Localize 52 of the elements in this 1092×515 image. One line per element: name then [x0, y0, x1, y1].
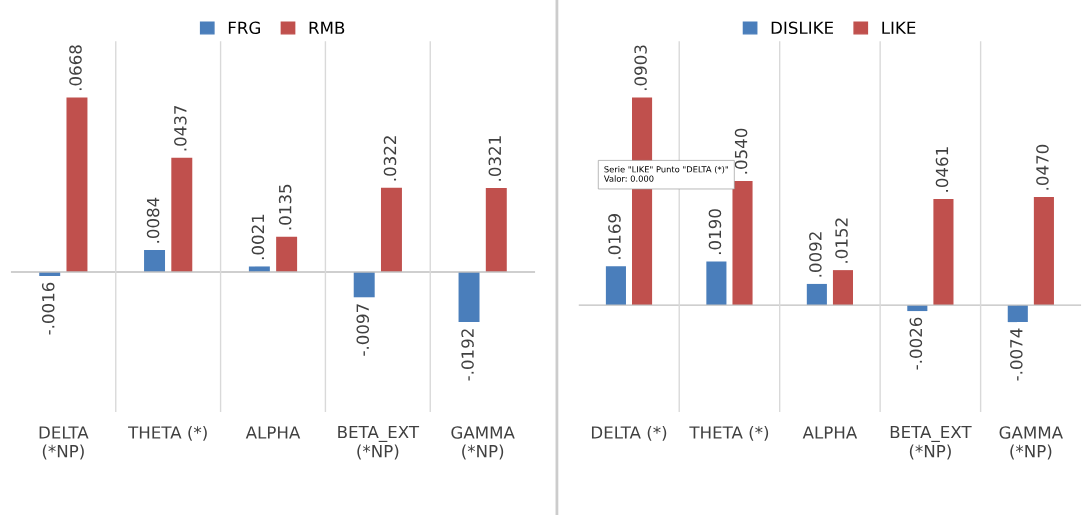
legend-label: DISLIKE	[771, 21, 834, 35]
bar	[248, 266, 270, 272]
bar	[380, 187, 402, 272]
data-label: .0021	[251, 214, 265, 260]
bar	[806, 283, 827, 306]
bar	[933, 199, 954, 306]
x-tick-label: DELTA (*)	[591, 425, 667, 441]
x-tick-label: GAMMA (*NP)	[999, 426, 1063, 460]
bar	[732, 180, 753, 306]
x-tick-label: ALPHA	[245, 426, 301, 439]
bar	[144, 249, 166, 272]
data-label: .0470	[1036, 144, 1049, 190]
bar	[605, 266, 626, 306]
data-label: -.0192	[461, 329, 474, 381]
data-label: .0152	[835, 218, 848, 263]
x-tick-label: GAMMA (*NP)	[451, 426, 515, 460]
bar	[458, 271, 480, 323]
data-label: .0540	[734, 128, 748, 174]
data-label: .0322	[383, 136, 397, 181]
annotation: Serie "LIKE" Punto "DELTA (*)" Valor: 0.000	[603, 165, 728, 182]
data-label: .0321	[488, 136, 502, 181]
data-label: -.0097	[356, 304, 370, 356]
bar	[1007, 305, 1028, 323]
data-label: -.0026	[909, 317, 923, 370]
data-label: .0903	[634, 45, 647, 91]
legend-label: RMB	[309, 21, 345, 34]
bar	[1033, 196, 1054, 306]
data-label: .0437	[174, 105, 187, 151]
data-label: .0668	[69, 45, 82, 91]
x-tick-label: BETA_EXT (*NP)	[338, 425, 420, 460]
data-label: .0169	[608, 214, 621, 259]
data-label: -.0016	[41, 282, 55, 335]
legend-label: LIKE	[882, 21, 916, 34]
bar	[485, 188, 507, 272]
x-tick-label: ALPHA	[802, 426, 858, 439]
bar	[66, 97, 88, 272]
bar	[171, 157, 193, 272]
x-tick-label: THETA (*)	[128, 425, 207, 441]
bar	[832, 270, 854, 306]
data-label: -.0074	[1010, 328, 1023, 381]
data-label: .0135	[278, 184, 292, 230]
data-label: .0190	[708, 209, 722, 255]
x-tick-label: THETA (*)	[689, 425, 769, 441]
data-label: .0084	[146, 197, 160, 243]
legend-label: FRG	[228, 21, 260, 35]
bar	[353, 271, 375, 298]
bar	[706, 261, 727, 306]
data-label: .0461	[935, 147, 949, 192]
bar	[276, 236, 298, 272]
x-tick-label: DELTA (*NP)	[39, 426, 89, 460]
x-tick-label: BETA_EXT (*NP)	[890, 425, 972, 460]
data-label: .0092	[809, 232, 822, 277]
